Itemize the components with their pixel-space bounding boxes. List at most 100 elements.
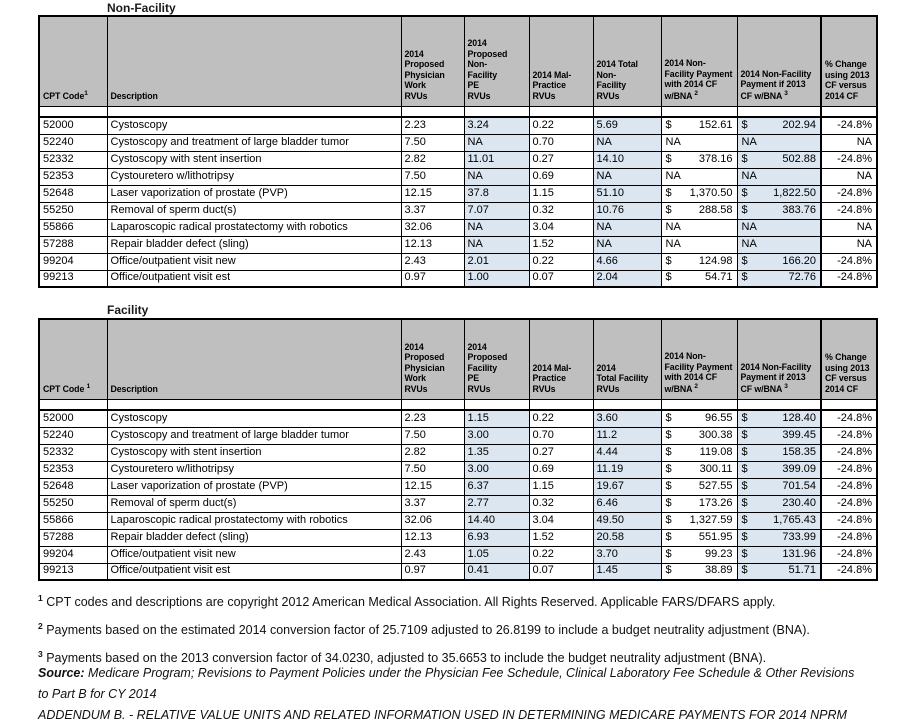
column-header-malpractice-rvus: 2014 Mal- Practice RVUs <box>528 15 594 107</box>
cpt-code-cell: 99204 <box>38 252 108 271</box>
table-row: 52240 Cystoscopy and treatment of large b… <box>38 133 878 152</box>
work-rvu-cell: 2.82 <box>400 150 465 169</box>
payment-2013-cell: $1,765.43 <box>736 511 822 530</box>
description-cell: Cystoscopy and treatment of large bladde… <box>106 133 402 152</box>
source-text: Medicare Program; Revisions to Payment P… <box>38 666 855 701</box>
malpractice-rvu-cell: 0.69 <box>528 460 594 479</box>
table-row: 55866 Laparoscopic radical prostatectomy … <box>38 511 878 530</box>
column-header-payment-2014-cf: 2014 Non- Facility Payment with 2014 CF … <box>660 318 738 400</box>
pct-change-cell: -24.8% <box>820 511 878 530</box>
table-row: 52000 Cystoscopy 2.23 1.15 0.22 3.60 $96.55 $12… <box>38 409 878 428</box>
pe-rvu-cell: 11.01 <box>463 150 530 169</box>
table-row: 57288 Repair bladder defect (sling) 12.13 6… <box>38 528 878 547</box>
description-cell: Cystoscopy with stent insertion <box>106 150 402 169</box>
header-row: CPT Code1 Description 2014 Proposed Physic… <box>38 15 878 107</box>
table-row: 52332 Cystoscopy with stent insertion 2.82… <box>38 150 878 169</box>
work-rvu-cell: 2.43 <box>400 545 465 564</box>
work-rvu-cell: 3.37 <box>400 494 465 513</box>
pe-rvu-cell: NA <box>463 218 530 237</box>
column-header-pe-rvus: 2014 Proposed Non- Facility PE RVUs <box>463 15 530 107</box>
description-cell: Repair bladder defect (sling) <box>106 528 402 547</box>
pct-change-cell: -24.8% <box>820 150 878 169</box>
malpractice-rvu-cell: 1.15 <box>528 477 594 496</box>
description-cell: Office/outpatient visit est <box>106 562 402 581</box>
total-rvu-cell: 10.76 <box>592 201 662 220</box>
payment-2013-cell: $131.96 <box>736 545 822 564</box>
work-rvu-cell: 2.23 <box>400 116 465 135</box>
total-rvu-cell: NA <box>592 235 662 254</box>
column-header-description: Description <box>106 318 402 400</box>
description-cell: Cystoscopy <box>106 409 402 428</box>
pe-rvu-cell: NA <box>463 133 530 152</box>
malpractice-rvu-cell: 0.22 <box>528 116 594 135</box>
description-cell: Laparoscopic radical prostatectomy with … <box>106 218 402 237</box>
cpt-code-cell: 57288 <box>38 528 108 547</box>
header-row: CPT Code 1 Description 2014 Proposed Physi… <box>38 318 878 400</box>
payment-2014-cell: $300.11 <box>660 460 738 479</box>
description-cell: Removal of sperm duct(s) <box>106 494 402 513</box>
column-header-work-rvus: 2014 Proposed Physician Work RVUs <box>400 318 465 400</box>
cpt-code-cell: 99213 <box>38 562 108 581</box>
payment-2013-cell: $733.99 <box>736 528 822 547</box>
addendum-line: ADDENDUM B. - RELATIVE VALUE UNITS AND R… <box>38 708 847 722</box>
cpt-code-cell: 99213 <box>38 269 108 288</box>
table-row: 55250 Removal of sperm duct(s) 3.37 2.77 0.3… <box>38 494 878 513</box>
payment-2014-cell: NA <box>660 218 738 237</box>
pct-change-cell: NA <box>820 218 878 237</box>
cpt-code-cell: 55866 <box>38 218 108 237</box>
malpractice-rvu-cell: 1.52 <box>528 235 594 254</box>
column-header-total-rvus: 2014 Total Facility RVUs <box>592 318 662 400</box>
payment-2013-cell: $202.94 <box>736 116 822 135</box>
malpractice-rvu-cell: 3.04 <box>528 511 594 530</box>
table-row: 52353 Cystouretero w/lithotripsy 7.50 NA 0.6… <box>38 167 878 186</box>
pct-change-cell: -24.8% <box>820 409 878 428</box>
pct-change-cell: -24.8% <box>820 528 878 547</box>
total-rvu-cell: 4.44 <box>592 443 662 462</box>
spacer-row <box>38 105 878 118</box>
table-row: 99204 Office/outpatient visit new 2.43 1.05… <box>38 545 878 564</box>
source-line: Source: Medicare Program; Revisions to P… <box>38 663 868 705</box>
pe-rvu-cell: 6.93 <box>463 528 530 547</box>
cpt-code-cell: 52332 <box>38 443 108 462</box>
malpractice-rvu-cell: 0.27 <box>528 150 594 169</box>
payment-2014-cell: $96.55 <box>660 409 738 428</box>
column-header-work-rvus: 2014 Proposed Physician Work RVUs <box>400 15 465 107</box>
cpt-code-cell: 52240 <box>38 133 108 152</box>
work-rvu-cell: 32.06 <box>400 218 465 237</box>
table-row: 52240 Cystoscopy and treatment of large b… <box>38 426 878 445</box>
total-rvu-cell: 49.50 <box>592 511 662 530</box>
pct-change-cell: -24.8% <box>820 252 878 271</box>
table-row: 57288 Repair bladder defect (sling) 12.13 N… <box>38 235 878 254</box>
pe-rvu-cell: NA <box>463 167 530 186</box>
payment-2013-cell: $72.76 <box>736 269 822 288</box>
column-header-total-rvus: 2014 Total Non- Facility RVUs <box>592 15 662 107</box>
pe-rvu-cell: 3.00 <box>463 426 530 445</box>
pe-rvu-cell: 1.05 <box>463 545 530 564</box>
payment-2013-cell: $701.54 <box>736 477 822 496</box>
malpractice-rvu-cell: 1.15 <box>528 184 594 203</box>
source-label: Source: <box>38 666 85 680</box>
non-facility-table-title: Non-Facility <box>107 1 176 15</box>
spacer-row <box>38 398 878 411</box>
work-rvu-cell: 7.50 <box>400 167 465 186</box>
pe-rvu-cell: 3.24 <box>463 116 530 135</box>
payment-2014-cell: $1,370.50 <box>660 184 738 203</box>
work-rvu-cell: 12.15 <box>400 184 465 203</box>
total-rvu-cell: 11.2 <box>592 426 662 445</box>
payment-2014-cell: $378.16 <box>660 150 738 169</box>
cpt-code-cell: 52353 <box>38 460 108 479</box>
payment-2014-cell: $99.23 <box>660 545 738 564</box>
pct-change-cell: NA <box>820 133 878 152</box>
total-rvu-cell: 5.69 <box>592 116 662 135</box>
description-cell: Cystouretero w/lithotripsy <box>106 460 402 479</box>
column-header-cpt-code: CPT Code1 <box>38 15 108 107</box>
payment-2014-cell: $173.26 <box>660 494 738 513</box>
footnote-1-marker: 1 <box>38 593 43 603</box>
work-rvu-cell: 12.15 <box>400 477 465 496</box>
column-header-pct-change: % Change using 2013 CF versus 2014 CF <box>820 15 878 107</box>
column-header-payment-2013-cf: 2014 Non-Facility Payment if 2013 CF w/B… <box>736 15 822 107</box>
payment-2013-cell: $399.09 <box>736 460 822 479</box>
payment-2014-cell: $288.58 <box>660 201 738 220</box>
total-rvu-cell: 2.04 <box>592 269 662 288</box>
payment-2014-cell: $38.89 <box>660 562 738 581</box>
